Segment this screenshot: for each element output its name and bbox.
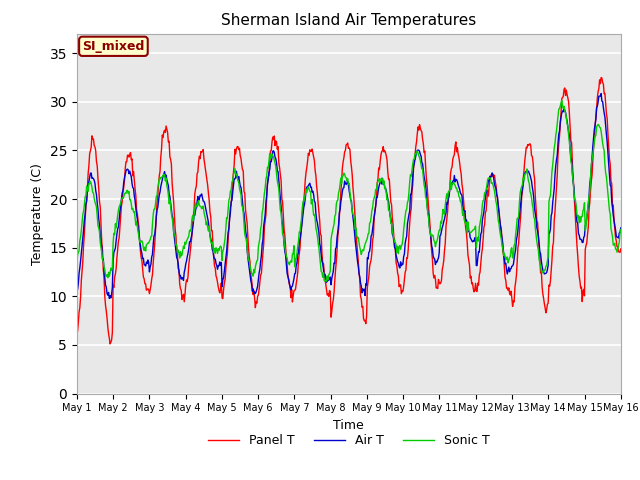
Air T bbox=[597, 91, 605, 96]
Sonic T bbox=[73, 258, 81, 264]
Air T bbox=[195, 198, 202, 204]
Sonic T bbox=[431, 244, 439, 250]
Panel T bbox=[223, 251, 231, 257]
Air T bbox=[431, 262, 439, 267]
Text: SI_mixed: SI_mixed bbox=[82, 40, 145, 53]
Title: Sherman Island Air Temperatures: Sherman Island Air Temperatures bbox=[221, 13, 476, 28]
Line: Panel T: Panel T bbox=[77, 78, 621, 344]
Sonic T bbox=[323, 278, 330, 284]
Y-axis label: Temperature (C): Temperature (C) bbox=[31, 163, 44, 264]
Sonic T bbox=[139, 240, 147, 246]
Air T bbox=[83, 199, 90, 204]
Sonic T bbox=[223, 215, 230, 221]
Sonic T bbox=[558, 97, 566, 103]
Panel T bbox=[73, 331, 81, 337]
Sonic T bbox=[617, 227, 625, 232]
Air T bbox=[223, 240, 231, 245]
Legend: Panel T, Air T, Sonic T: Panel T, Air T, Sonic T bbox=[203, 429, 495, 452]
Panel T bbox=[106, 341, 114, 347]
Panel T bbox=[83, 197, 90, 203]
Air T bbox=[416, 148, 424, 154]
Panel T bbox=[617, 246, 625, 252]
Air T bbox=[73, 287, 81, 293]
Panel T bbox=[597, 75, 605, 81]
Air T bbox=[617, 225, 625, 231]
Line: Sonic T: Sonic T bbox=[77, 100, 621, 281]
Sonic T bbox=[416, 155, 424, 160]
Panel T bbox=[140, 274, 147, 280]
Sonic T bbox=[194, 202, 202, 208]
Panel T bbox=[416, 122, 424, 128]
Line: Air T: Air T bbox=[77, 94, 621, 299]
Panel T bbox=[431, 276, 439, 282]
X-axis label: Time: Time bbox=[333, 419, 364, 432]
Panel T bbox=[195, 159, 202, 165]
Air T bbox=[106, 296, 113, 301]
Sonic T bbox=[83, 183, 90, 189]
Air T bbox=[140, 255, 147, 261]
